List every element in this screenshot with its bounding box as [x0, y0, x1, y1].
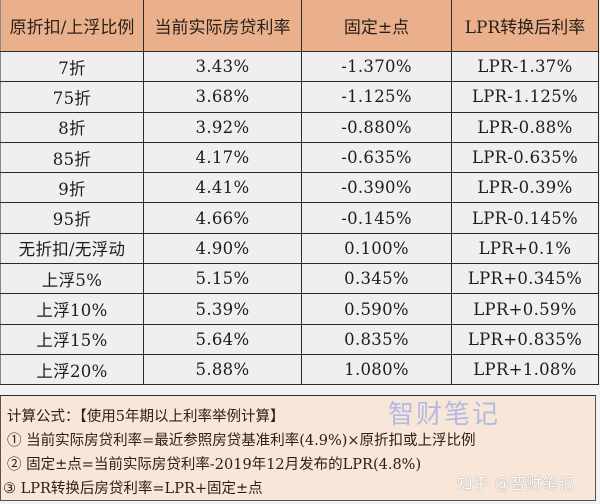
table-row: 95折 4.66% -0.145% LPR-0.145% [0, 202, 599, 234]
table-row: 7折 3.43% -1.370% LPR-1.37% [0, 50, 599, 83]
cell-fixed-points: -0.635% [301, 141, 452, 174]
cell-fixed-points: 0.835% [301, 323, 452, 355]
header-discount-ratio: 原折扣/上浮比例 [0, 0, 144, 52]
cell-fixed-points: -0.390% [301, 172, 452, 204]
cell-fixed-points: -0.145% [301, 202, 452, 234]
cell-lpr-rate: LPR+0.835% [451, 323, 599, 355]
table-row: 上浮5% 5.15% 0.345% LPR+0.345% [0, 263, 599, 295]
cell-current-rate: 5.64% [143, 323, 302, 355]
cell-discount: 8折 [0, 111, 144, 143]
cell-lpr-rate: LPR-1.37% [451, 50, 599, 83]
cell-lpr-rate: LPR-1.125% [451, 81, 599, 113]
header-lpr-rate: LPR转换后利率 [451, 0, 599, 52]
table-row: 上浮20% 5.88% 1.080% LPR+1.08% [0, 353, 599, 386]
cell-current-rate: 4.41% [143, 172, 302, 204]
cell-lpr-rate: LPR-0.88% [451, 111, 599, 143]
cell-current-rate: 4.17% [143, 141, 302, 174]
table-header-row: 原折扣/上浮比例 当前实际房贷利率 固定±点 LPR转换后利率 [0, 0, 599, 52]
cell-current-rate: 5.15% [143, 263, 302, 295]
cell-lpr-rate: LPR+1.08% [451, 353, 599, 386]
cell-lpr-rate: LPR+0.1% [451, 232, 599, 265]
formula-1: ① 当前实际房贷利率=最近参照房贷基准利率(4.9%)×原折扣或上浮比例 [7, 433, 476, 449]
table-row: 上浮10% 5.39% 0.590% LPR+0.59% [0, 293, 599, 325]
cell-fixed-points: 1.080% [301, 353, 452, 386]
header-fixed-points: 固定±点 [301, 0, 452, 52]
cell-lpr-rate: LPR-0.39% [451, 172, 599, 204]
cell-lpr-rate: LPR-0.635% [451, 141, 599, 174]
cell-fixed-points: 0.100% [301, 232, 452, 265]
cell-current-rate: 3.92% [143, 111, 302, 143]
table-row: 75折 3.68% -1.125% LPR-1.125% [0, 81, 599, 113]
table-row: 上浮15% 5.64% 0.835% LPR+0.835% [0, 323, 599, 355]
cell-discount: 上浮10% [0, 293, 144, 325]
table-row: 8折 3.92% -0.880% LPR-0.88% [0, 111, 599, 143]
cell-discount: 95折 [0, 202, 144, 234]
watermark-zhihu: 知乎 @智财笔记 [457, 475, 575, 493]
cell-discount: 无折扣/无浮动 [0, 232, 144, 265]
cell-current-rate: 5.39% [143, 293, 302, 325]
cell-lpr-rate: LPR+0.345% [451, 263, 599, 295]
cell-discount: 7折 [0, 50, 144, 83]
cell-fixed-points: 0.590% [301, 293, 452, 325]
cell-discount: 75折 [0, 81, 144, 113]
lpr-conversion-table: 原折扣/上浮比例 当前实际房贷利率 固定±点 LPR转换后利率 7折 3.43%… [0, 0, 599, 386]
cell-fixed-points: -1.125% [301, 81, 452, 113]
cell-discount: 上浮20% [0, 353, 144, 386]
table-row: 无折扣/无浮动 4.90% 0.100% LPR+0.1% [0, 232, 599, 265]
cell-discount: 上浮15% [0, 323, 144, 355]
cell-current-rate: 5.88% [143, 353, 302, 386]
watermark-brand: 智财笔记 [388, 400, 501, 430]
cell-fixed-points: -1.370% [301, 50, 452, 83]
table-row: 85折 4.17% -0.635% LPR-0.635% [0, 141, 599, 174]
cell-discount: 9折 [0, 172, 144, 204]
formula-2: ② 固定±点=当前实际房贷利率-2019年12月发布的LPR(4.8%) [7, 457, 422, 473]
formula-notes-panel: 智财笔记 计算公式：【使用5年期以上利率举例计算】 ① 当前实际房贷利率=最近参… [0, 395, 596, 501]
formula-3: ③ LPR转换后房贷利率=LPR+固定±点 [3, 481, 263, 497]
formula-title: 计算公式：【使用5年期以上利率举例计算】 [7, 409, 285, 425]
cell-discount: 上浮5% [0, 263, 144, 295]
cell-current-rate: 3.68% [143, 81, 302, 113]
cell-lpr-rate: LPR+0.59% [451, 293, 599, 325]
table-row: 9折 4.41% -0.390% LPR-0.39% [0, 172, 599, 204]
cell-current-rate: 4.90% [143, 232, 302, 265]
cell-lpr-rate: LPR-0.145% [451, 202, 599, 234]
cell-discount: 85折 [0, 141, 144, 174]
header-current-rate: 当前实际房贷利率 [143, 0, 302, 52]
cell-fixed-points: -0.880% [301, 111, 452, 143]
cell-current-rate: 4.66% [143, 202, 302, 234]
cell-current-rate: 3.43% [143, 50, 302, 83]
cell-fixed-points: 0.345% [301, 263, 452, 295]
